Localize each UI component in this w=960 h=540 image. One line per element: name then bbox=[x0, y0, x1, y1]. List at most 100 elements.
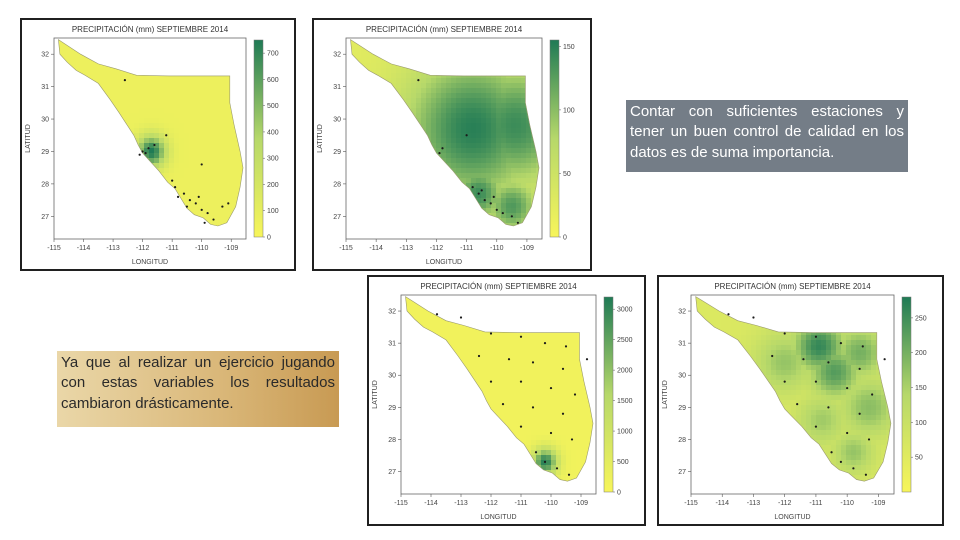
station-point bbox=[814, 335, 818, 338]
x-tick-label: -110 bbox=[840, 500, 854, 507]
map-title: PRECIPITACIÓN (mm) SEPTIEMBRE 2014 bbox=[366, 25, 523, 34]
station-point bbox=[147, 147, 150, 150]
precip-map-top-left: PRECIPITACIÓN (mm) SEPTIEMBRE 2014 -115 -1… bbox=[20, 18, 296, 271]
state-outline bbox=[405, 296, 594, 482]
y-tick-label: 30 bbox=[388, 373, 396, 380]
y-tick-label: 31 bbox=[388, 341, 396, 348]
y-tick-label: 29 bbox=[388, 405, 396, 412]
map-title: PRECIPITACIÓN (mm) SEPTIEMBRE 2014 bbox=[420, 282, 577, 291]
station-point bbox=[839, 342, 843, 345]
x-tick-label: -114 bbox=[715, 500, 729, 507]
x-tick-label: -115 bbox=[684, 500, 698, 507]
station-point bbox=[814, 380, 818, 383]
station-point bbox=[519, 425, 523, 428]
colorbar-tick-label: 700 bbox=[267, 51, 279, 58]
colorbar-tick-label: 150 bbox=[563, 44, 575, 51]
station-point bbox=[185, 205, 189, 208]
y-tick-label: 32 bbox=[678, 309, 686, 316]
x-tick-label: -111 bbox=[809, 500, 822, 507]
x-tick-label: -115 bbox=[394, 500, 408, 507]
y-axis-label: LATITUD bbox=[662, 380, 669, 409]
x-axis-label: LONGITUD bbox=[774, 514, 810, 521]
station-point bbox=[510, 215, 513, 218]
station-point bbox=[144, 151, 147, 155]
y-tick-label: 27 bbox=[388, 469, 396, 476]
station-point bbox=[867, 438, 871, 441]
y-axis-label: LATITUD bbox=[317, 124, 324, 153]
colorbar-tick-label: 1500 bbox=[617, 398, 633, 405]
state-outline bbox=[350, 39, 540, 227]
state-outline bbox=[58, 38, 244, 227]
station-point bbox=[585, 358, 589, 361]
x-axis-label: LONGITUD bbox=[426, 259, 462, 266]
station-point bbox=[543, 342, 547, 345]
colorbar-tick-label: 1000 bbox=[617, 429, 633, 436]
colorbar-tick-label: 2000 bbox=[617, 368, 633, 375]
station-point bbox=[483, 198, 486, 202]
station-point bbox=[573, 393, 577, 396]
y-axis-label: LATITUD bbox=[25, 124, 32, 153]
colorbar-tick-label: 50 bbox=[563, 171, 571, 178]
station-point bbox=[501, 211, 504, 215]
x-tick-label: -114 bbox=[424, 500, 438, 507]
x-tick-label: -113 bbox=[454, 500, 468, 507]
station-point bbox=[827, 406, 830, 409]
y-tick-label: 29 bbox=[41, 149, 49, 156]
station-point bbox=[200, 163, 203, 166]
y-tick-label: 27 bbox=[41, 214, 49, 221]
station-point bbox=[441, 147, 444, 150]
y-tick-label: 28 bbox=[388, 437, 396, 444]
station-point bbox=[138, 153, 141, 156]
station-point bbox=[206, 211, 209, 215]
station-point bbox=[459, 316, 463, 319]
colorbar bbox=[253, 39, 264, 238]
station-point bbox=[531, 406, 535, 409]
station-point bbox=[123, 79, 126, 82]
x-tick-label: -112 bbox=[430, 245, 444, 252]
station-point bbox=[417, 79, 420, 82]
station-point bbox=[871, 393, 874, 396]
x-tick-label: -109 bbox=[871, 500, 885, 507]
y-tick-label: 30 bbox=[41, 117, 49, 124]
colorbar bbox=[549, 39, 560, 238]
map-title: PRECIPITACIÓN (mm) SEPTIEMBRE 2014 bbox=[714, 282, 871, 291]
colorbar-tick-label: 3000 bbox=[617, 307, 633, 314]
y-tick-label: 29 bbox=[333, 149, 341, 156]
colorbar-tick-label: 100 bbox=[915, 420, 927, 427]
colorbar-tick-label: 2500 bbox=[617, 337, 633, 344]
station-point bbox=[570, 438, 574, 441]
station-point bbox=[752, 316, 755, 319]
precip-map-bottom-center: PRECIPITACIÓN (mm) SEPTIEMBRE 2014 -115 -1… bbox=[367, 275, 646, 526]
map-svg: PRECIPITACIÓN (mm) SEPTIEMBRE 2014 -115 -1… bbox=[25, 25, 279, 266]
station-point bbox=[492, 195, 495, 198]
y-tick-label: 31 bbox=[41, 84, 49, 91]
y-tick-label: 31 bbox=[678, 341, 686, 348]
y-tick-label: 28 bbox=[41, 181, 49, 188]
x-tick-label: -109 bbox=[520, 245, 534, 252]
colorbar-tick-label: 50 bbox=[915, 455, 923, 462]
station-point bbox=[501, 403, 505, 406]
station-point bbox=[212, 218, 215, 221]
station-point bbox=[830, 451, 833, 454]
y-tick-label: 27 bbox=[333, 214, 341, 221]
y-tick-label: 31 bbox=[333, 84, 341, 91]
station-point bbox=[858, 367, 861, 370]
station-point bbox=[165, 134, 168, 137]
map-title: PRECIPITACIÓN (mm) SEPTIEMBRE 2014 bbox=[72, 25, 229, 34]
y-tick-label: 29 bbox=[678, 405, 686, 412]
variables-exercise-caption: Ya que al realizar un ejercicio jugando … bbox=[57, 351, 339, 427]
station-point bbox=[203, 221, 206, 224]
x-tick-label: -114 bbox=[77, 245, 91, 252]
station-point bbox=[471, 186, 474, 189]
station-point bbox=[507, 358, 511, 361]
station-point bbox=[796, 403, 799, 406]
colorbar bbox=[603, 296, 614, 493]
station-point bbox=[495, 208, 498, 211]
x-tick-label: -115 bbox=[339, 245, 353, 252]
station-point bbox=[519, 335, 523, 338]
station-point bbox=[182, 192, 186, 195]
map-svg: PRECIPITACIÓN (mm) SEPTIEMBRE 2014 -115 -1… bbox=[372, 282, 633, 521]
colorbar-tick-label: 500 bbox=[267, 103, 279, 110]
station-point bbox=[846, 386, 849, 390]
station-point bbox=[852, 467, 855, 470]
